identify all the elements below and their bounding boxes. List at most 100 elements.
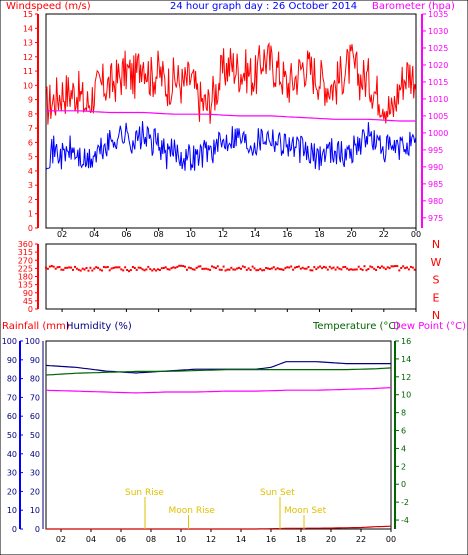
barometer-tick-label: 975 — [428, 214, 443, 223]
humidity-tick-label: 60 — [30, 412, 40, 421]
direction-point — [135, 268, 138, 271]
temperature-tick-label: 10 — [401, 391, 411, 400]
direction-point — [197, 265, 200, 268]
rainfall-axis-label: Rainfall (mm) — [2, 321, 70, 332]
rainfall-tick-label: 10 — [7, 506, 17, 515]
windspeed-tick-label: 9 — [28, 96, 33, 105]
direction-point — [280, 268, 283, 271]
hour-tick-label: 18 — [314, 230, 324, 239]
direction-point — [102, 266, 105, 268]
humidity-tick-label: 40 — [30, 450, 40, 459]
direction-point — [185, 268, 188, 271]
direction-point — [116, 266, 119, 269]
hour-tick-label: 16 — [266, 535, 276, 544]
event-label: Moon Set — [284, 506, 327, 516]
direction-point — [162, 267, 165, 269]
chart-title: 24 hour graph day : 26 October 2014 — [170, 1, 357, 12]
direction-point — [155, 269, 157, 272]
humidity-tick-label: 10 — [30, 506, 40, 515]
direction-point — [292, 268, 295, 271]
direction-point — [326, 268, 329, 271]
temperature-tick-label: 6 — [401, 427, 406, 436]
direction-tick-label: 270 — [18, 256, 33, 265]
rainfall-tick-label: 100 — [2, 337, 17, 346]
windspeed-tick-label: 10 — [23, 81, 33, 90]
direction-point — [286, 266, 289, 269]
direction-point — [409, 265, 412, 268]
direction-point — [384, 268, 387, 271]
direction-point — [394, 265, 397, 267]
direction-point — [245, 268, 248, 271]
barometer-tick-label: 1020 — [428, 61, 448, 70]
direction-point — [110, 267, 113, 270]
direction-tick-label: 360 — [18, 240, 33, 249]
direction-point — [305, 267, 308, 270]
direction-point — [151, 269, 154, 272]
direction-point — [357, 265, 360, 268]
direction-point — [133, 267, 136, 269]
direction-point — [230, 266, 233, 269]
direction-point — [332, 266, 335, 269]
barometer-tick-label: 1005 — [428, 112, 448, 121]
direction-point — [396, 265, 399, 268]
temperature-tick-label: 2 — [401, 462, 406, 471]
direction-point — [380, 265, 383, 268]
barometer-tick-label: 1025 — [428, 44, 448, 53]
windspeed-tick-label: 15 — [23, 10, 33, 19]
event-label: Sun Set — [260, 488, 295, 498]
barometer-tick-label: 1035 — [428, 10, 448, 19]
direction-point — [91, 269, 94, 272]
direction-point — [303, 267, 306, 270]
direction-point — [377, 265, 379, 268]
direction-point — [267, 267, 269, 270]
temperature-tick-label: 12 — [401, 373, 411, 382]
direction-point — [147, 265, 150, 268]
hour-tick-label: 14 — [236, 535, 246, 544]
windspeed-tick-label: 13 — [23, 39, 33, 48]
windspeed-tick-label: 11 — [23, 67, 33, 76]
hour-tick-label: 20 — [326, 535, 336, 544]
direction-point — [45, 266, 47, 269]
direction-point — [60, 268, 63, 271]
compass-label: N — [432, 238, 440, 251]
direction-tick-label: 180 — [18, 273, 33, 282]
direction-point — [176, 265, 179, 268]
direction-point — [359, 267, 362, 270]
direction-point — [124, 266, 127, 269]
direction-point — [153, 268, 156, 271]
direction-tick-label: 0 — [28, 305, 33, 314]
direction-point — [222, 265, 225, 268]
windspeed-tick-label: 12 — [23, 53, 33, 62]
direction-point — [160, 267, 163, 270]
direction-point — [112, 266, 115, 269]
rainfall-tick-label: 80 — [7, 375, 17, 384]
direction-point — [243, 266, 246, 269]
direction-point — [234, 268, 237, 271]
direction-point — [278, 268, 281, 271]
temperature-tick-label: 16 — [401, 337, 411, 346]
direction-point — [297, 265, 300, 268]
barometer-tick-label: 1000 — [428, 129, 448, 138]
direction-point — [58, 266, 61, 268]
direction-point — [346, 267, 349, 270]
direction-point — [324, 266, 327, 269]
direction-point — [118, 266, 121, 269]
hour-tick-label: 08 — [154, 230, 164, 239]
temperature-axis-label: Temperature (°C) — [312, 321, 399, 332]
direction-point — [238, 266, 240, 269]
direction-point — [276, 267, 279, 270]
direction-point — [189, 267, 192, 270]
direction-point — [265, 267, 268, 269]
humidity-tick-label: 90 — [30, 356, 40, 365]
hour-tick-label: 16 — [282, 230, 292, 239]
hour-tick-label: 02 — [57, 230, 67, 239]
direction-point — [128, 270, 130, 273]
direction-point — [172, 266, 175, 269]
direction-point — [56, 266, 59, 269]
windspeed-tick-label: 8 — [28, 110, 33, 119]
hour-tick-label: 22 — [379, 230, 389, 239]
direction-point — [240, 267, 242, 270]
direction-point — [131, 266, 134, 268]
chart-layer: 1514131211109876543210103510301025102010… — [2, 10, 449, 544]
